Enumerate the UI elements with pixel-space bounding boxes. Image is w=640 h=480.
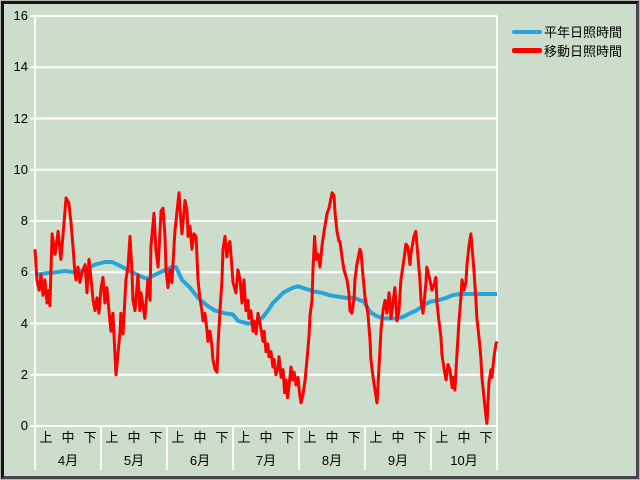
y-tick-label-8: 8 — [20, 213, 28, 228]
x-period-label-6月-上: 上 — [171, 430, 185, 445]
series-line-normal — [34, 260, 497, 326]
y-tick-label-16: 16 — [13, 8, 28, 23]
x-period-label-4月-中: 中 — [61, 430, 75, 445]
x-period-label-10月-下: 下 — [479, 430, 493, 445]
x-month-label-6月: 6月 — [189, 453, 211, 468]
legend-item-normal-sunshine: 平年日照時間 — [512, 22, 622, 41]
x-month-label-4月: 4月 — [57, 453, 79, 468]
x-period-label-8月-下: 下 — [347, 430, 361, 445]
x-month-label-10月: 10月 — [450, 453, 478, 468]
x-period-label-9月-下: 下 — [413, 430, 427, 445]
x-period-label-8月-中: 中 — [325, 430, 339, 445]
y-tick-label-6: 6 — [20, 264, 28, 280]
x-period-label-10月-上: 上 — [435, 430, 449, 445]
x-period-label-7月-上: 上 — [237, 430, 251, 445]
x-period-label-10月-中: 中 — [457, 430, 471, 445]
y-tick-label-10: 10 — [13, 161, 28, 177]
y-tick-label-12: 12 — [13, 110, 28, 126]
y-tick-label-2: 2 — [20, 366, 28, 382]
legend: 平年日照時間 移動日照時間 — [512, 22, 622, 60]
x-period-label-5月-上: 上 — [105, 430, 119, 445]
x-period-label-7月-下: 下 — [281, 430, 295, 445]
x-month-label-5月: 5月 — [123, 453, 145, 468]
x-period-label-9月-上: 上 — [369, 430, 383, 445]
x-period-label-9月-中: 中 — [391, 430, 405, 445]
x-period-label-6月-中: 中 — [193, 430, 207, 445]
legend-item-moving-sunshine: 移動日照時間 — [512, 41, 622, 60]
legend-label-normal-sunshine: 平年日照時間 — [544, 25, 623, 40]
series-line-moving — [33, 191, 499, 425]
y-tick-label-4: 4 — [20, 315, 28, 331]
y-tick-label-14: 14 — [13, 59, 28, 75]
y-tick-label-0: 0 — [20, 418, 28, 433]
x-period-label-4月-下: 下 — [83, 430, 97, 445]
x-period-label-5月-中: 中 — [127, 430, 141, 445]
x-period-label-4月-上: 上 — [39, 430, 53, 445]
x-period-label-7月-中: 中 — [259, 430, 273, 445]
x-period-label-8月-上: 上 — [303, 430, 317, 445]
x-month-label-8月: 8月 — [321, 453, 343, 468]
legend-label-moving-sunshine: 移動日照時間 — [544, 44, 623, 59]
x-period-label-5月-下: 下 — [149, 430, 163, 445]
x-month-label-7月: 7月 — [255, 453, 277, 468]
legend-line-sample-red — [512, 48, 542, 53]
legend-line-sample-blue — [512, 29, 542, 34]
x-period-label-6月-下: 下 — [215, 430, 229, 445]
x-month-label-9月: 9月 — [387, 453, 409, 468]
